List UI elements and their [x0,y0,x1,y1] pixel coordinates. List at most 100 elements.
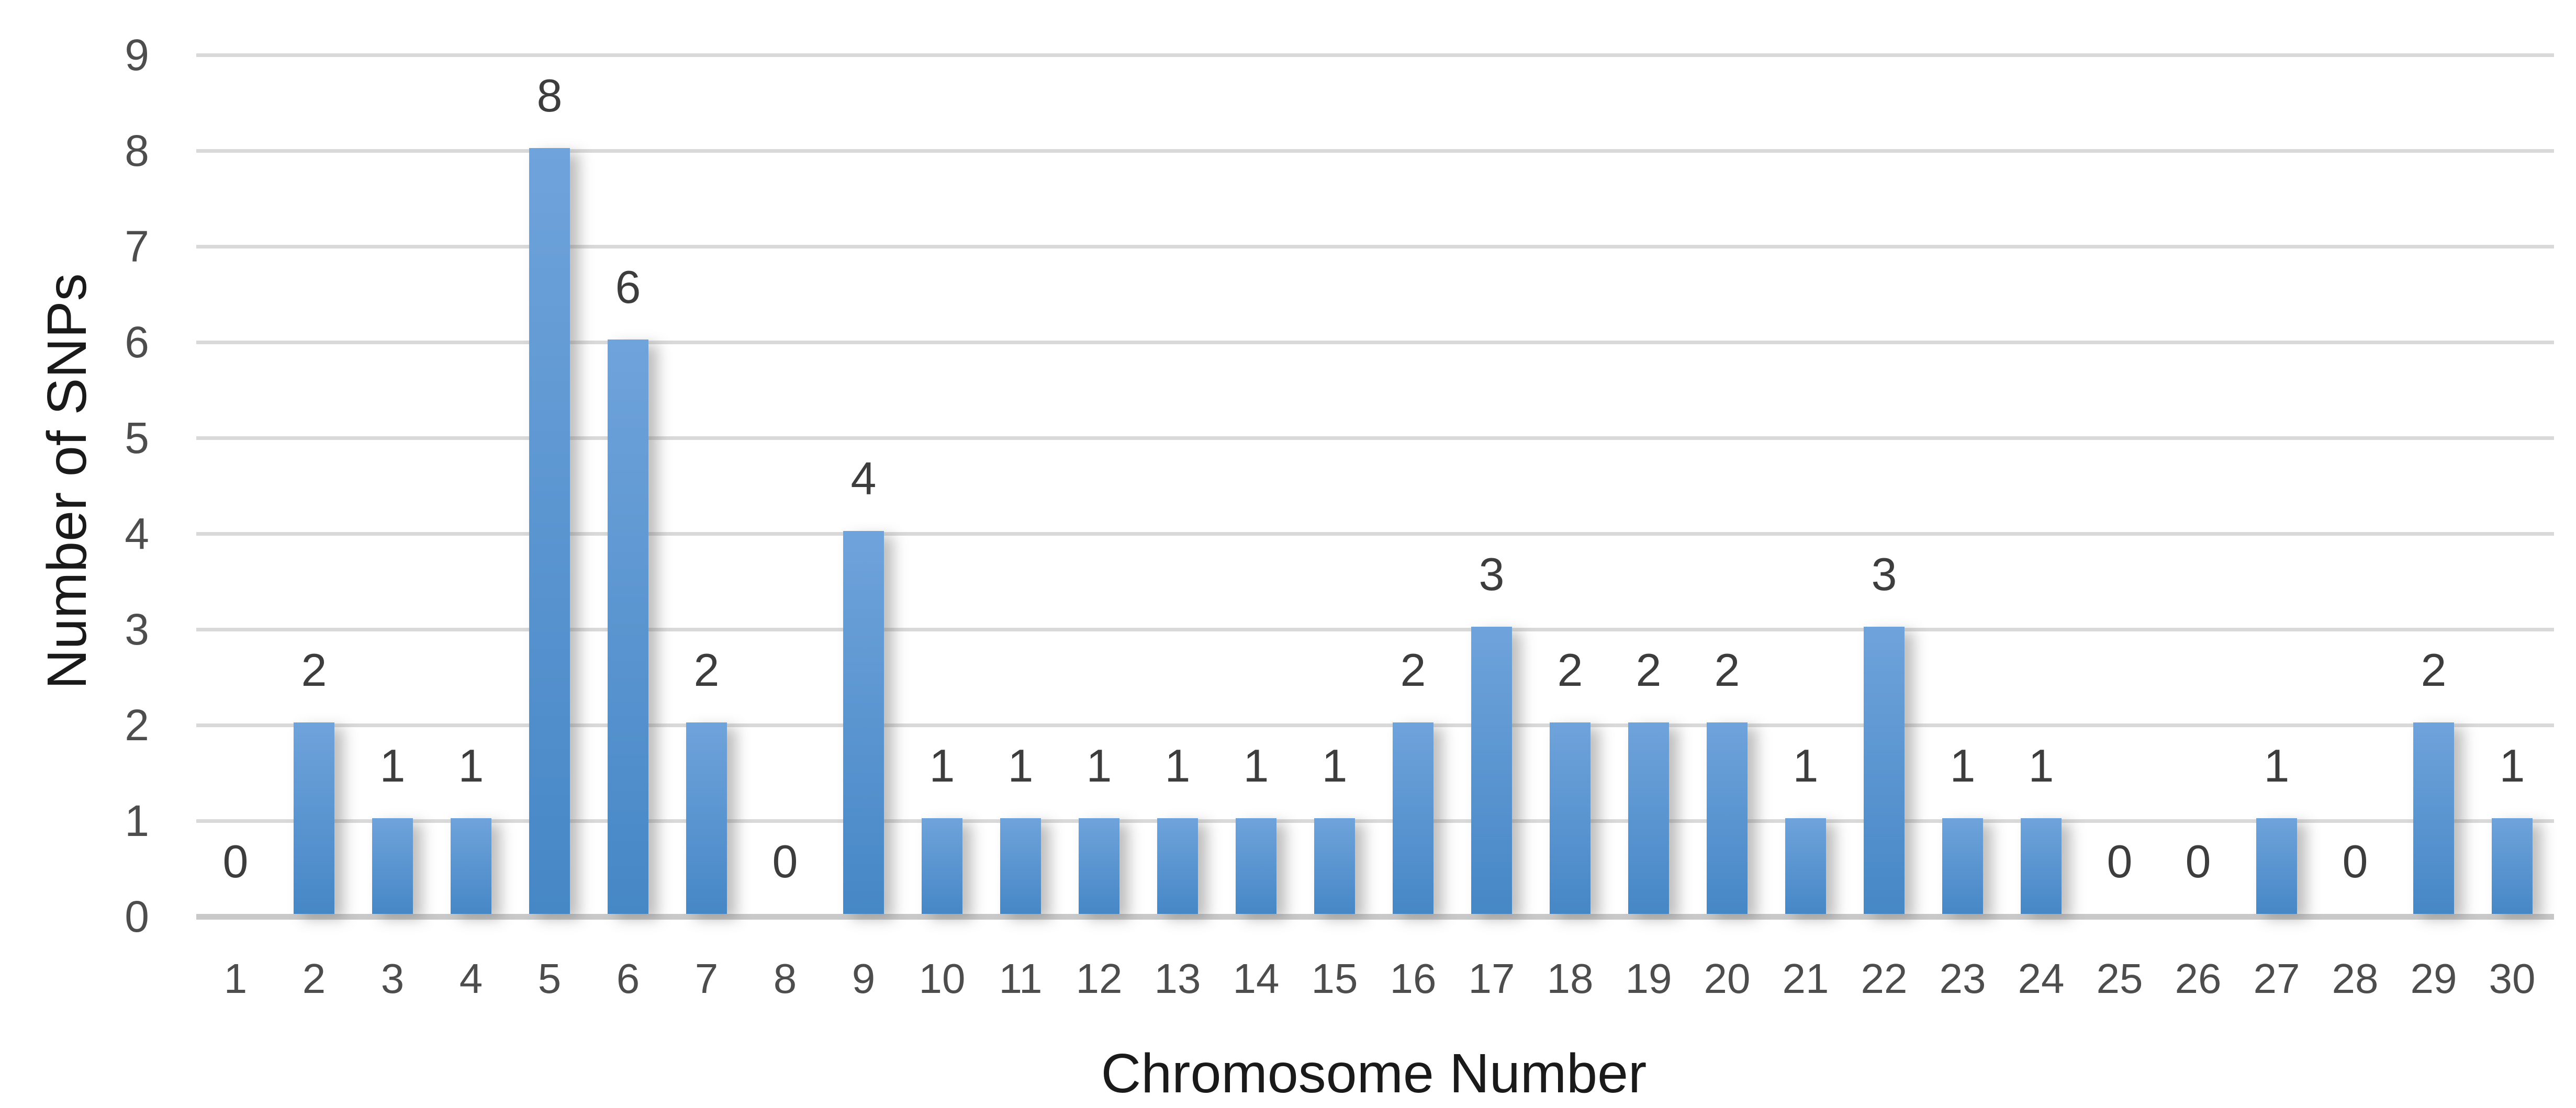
x-tick-label-6: 6 [616,955,640,1002]
bar-value-label-chr-24: 1 [2028,740,2054,792]
x-tick-label-18: 18 [1547,955,1594,1002]
x-tick-label-26: 26 [2175,955,2222,1002]
x-tick-label-20: 20 [1704,955,1751,1002]
bar-value-label-chr-10: 1 [929,740,955,792]
x-tick-label-11: 11 [999,955,1043,1002]
bar-chr-10 [922,818,962,914]
y-tick-label-8: 8 [125,126,149,175]
x-tick-label-14: 14 [1233,955,1280,1002]
bar-value-label-chr-12: 1 [1086,740,1112,792]
bar-value-label-chr-1: 0 [222,835,249,887]
bar-value-label-chr-28: 0 [2342,835,2368,887]
bar-chr-19 [1628,722,1669,914]
x-tick-label-12: 12 [1076,955,1123,1002]
x-tick-label-22: 22 [1861,955,1908,1002]
bar-chr-16 [1393,722,1433,914]
x-tick-label-5: 5 [537,955,562,1002]
x-tick-label-4: 4 [459,955,483,1002]
bar-chr-11 [1000,818,1041,914]
x-tick-label-8: 8 [773,955,797,1002]
bar-chr-12 [1079,818,1119,914]
bar-chr-3 [372,818,413,914]
bar-value-label-chr-29: 2 [2421,644,2447,696]
x-tick-label-3: 3 [380,955,405,1002]
y-tick-label-6: 6 [125,318,149,367]
gridline-y8 [196,149,2554,153]
bar-value-label-chr-7: 2 [693,644,720,696]
bar-chr-20 [1707,722,1748,914]
bar-value-label-chr-23: 1 [1950,740,1976,792]
bar-chr-17 [1471,627,1512,914]
bar-chr-21 [1785,818,1826,914]
bar-value-label-chr-19: 2 [1636,644,1662,696]
x-tick-label-9: 9 [852,955,876,1002]
bar-value-label-chr-14: 1 [1243,740,1269,792]
x-tick-label-15: 15 [1311,955,1358,1002]
x-tick-label-30: 30 [2489,955,2536,1002]
bar-chr-9 [843,531,884,914]
gridline-y7 [196,245,2554,248]
bar-chr-30 [2492,818,2533,914]
gridline-y1 [196,819,2554,823]
x-tick-label-13: 13 [1154,955,1201,1002]
bar-chr-27 [2256,818,2297,914]
x-tick-label-17: 17 [1468,955,1515,1002]
bar-value-label-chr-5: 8 [536,70,563,121]
gridline-y6 [196,341,2554,344]
bar-value-label-chr-11: 1 [1007,740,1034,792]
bar-chr-7 [686,722,727,914]
bar-value-label-chr-16: 2 [1400,644,1426,696]
gridline-y2 [196,723,2554,727]
y-tick-label-5: 5 [125,413,149,462]
bar-value-label-chr-18: 2 [1557,644,1583,696]
x-tick-label-10: 10 [919,955,966,1002]
y-tick-label-4: 4 [125,509,149,558]
x-axis-title: Chromosome Number [1101,1043,1647,1104]
bar-value-label-chr-20: 2 [1714,644,1740,696]
bar-chr-2 [294,722,334,914]
bar-chr-15 [1314,818,1355,914]
bar-value-label-chr-3: 1 [379,740,406,792]
bar-chr-24 [2021,818,2062,914]
bar-chr-14 [1236,818,1276,914]
bar-chr-5 [529,148,570,914]
bar-value-label-chr-30: 1 [2499,740,2525,792]
bar-chr-6 [608,340,648,914]
bar-value-label-chr-2: 2 [301,644,327,696]
bar-value-label-chr-25: 0 [2107,835,2133,887]
bar-value-label-chr-26: 0 [2185,835,2211,887]
bar-chr-4 [451,818,491,914]
bar-chr-22 [1864,627,1905,914]
bar-chr-18 [1550,722,1591,914]
bar-value-label-chr-22: 3 [1871,548,1897,600]
bar-value-label-chr-4: 1 [458,740,484,792]
bar-value-label-chr-21: 1 [1793,740,1819,792]
bar-value-label-chr-17: 3 [1479,548,1505,600]
x-tick-label-25: 25 [2096,955,2143,1002]
x-tick-label-19: 19 [1625,955,1672,1002]
gridline-y9 [196,53,2554,57]
y-tick-label-7: 7 [125,222,149,271]
bar-value-label-chr-6: 6 [615,261,641,313]
x-tick-label-28: 28 [2332,955,2379,1002]
x-tick-label-24: 24 [2018,955,2065,1002]
bar-value-label-chr-9: 4 [850,453,877,504]
bar-chr-29 [2413,722,2454,914]
bar-chr-23 [1942,818,1983,914]
x-tick-label-7: 7 [695,955,719,1002]
y-tick-label-9: 9 [125,30,149,80]
bar-value-label-chr-13: 1 [1164,740,1191,792]
x-tick-label-23: 23 [1939,955,1986,1002]
gridline-y4 [196,532,2554,536]
bar-value-label-chr-15: 1 [1321,740,1348,792]
bar-value-label-chr-27: 1 [2264,740,2290,792]
y-tick-label-2: 2 [125,700,149,750]
bar-value-label-chr-8: 0 [772,835,798,887]
gridline-y5 [196,436,2554,440]
y-tick-label-0: 0 [125,892,149,941]
x-tick-label-29: 29 [2410,955,2457,1002]
x-tick-label-1: 1 [223,955,248,1002]
x-tick-label-16: 16 [1390,955,1437,1002]
x-tick-label-21: 21 [1782,955,1829,1002]
